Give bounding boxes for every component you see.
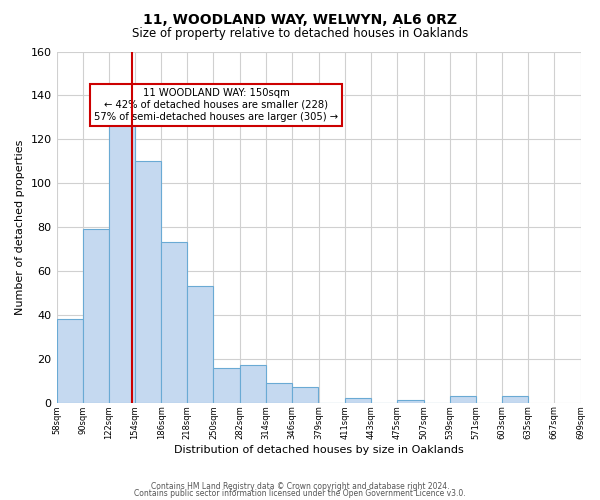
Text: Contains HM Land Registry data © Crown copyright and database right 2024.: Contains HM Land Registry data © Crown c… [151, 482, 449, 491]
Bar [135, 161, 161, 402]
Bar [345, 398, 371, 402]
Bar [450, 396, 476, 402]
Text: Size of property relative to detached houses in Oaklands: Size of property relative to detached ho… [132, 28, 468, 40]
Bar [56, 320, 83, 402]
Bar [239, 366, 266, 403]
Text: 11 WOODLAND WAY: 150sqm
← 42% of detached houses are smaller (228)
57% of semi-d: 11 WOODLAND WAY: 150sqm ← 42% of detache… [94, 88, 338, 122]
Text: Contains public sector information licensed under the Open Government Licence v3: Contains public sector information licen… [134, 490, 466, 498]
Bar [161, 242, 187, 402]
Bar [292, 388, 318, 402]
Bar [109, 111, 135, 403]
Bar [502, 396, 528, 402]
Bar [214, 368, 239, 402]
Y-axis label: Number of detached properties: Number of detached properties [15, 140, 25, 315]
Bar [83, 230, 109, 402]
Bar [397, 400, 424, 402]
X-axis label: Distribution of detached houses by size in Oaklands: Distribution of detached houses by size … [173, 445, 463, 455]
Bar [266, 383, 292, 402]
Text: 11, WOODLAND WAY, WELWYN, AL6 0RZ: 11, WOODLAND WAY, WELWYN, AL6 0RZ [143, 12, 457, 26]
Bar [187, 286, 214, 403]
